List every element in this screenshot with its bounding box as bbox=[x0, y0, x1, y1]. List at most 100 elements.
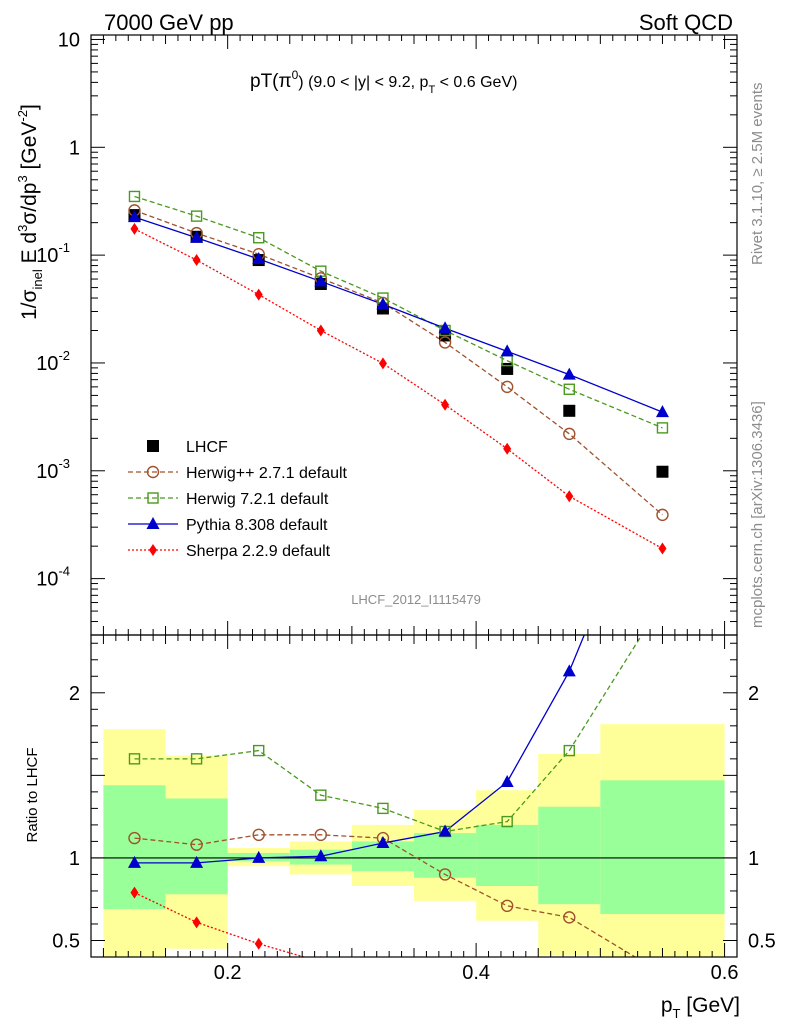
main-point-sherpa-2-2-9-default-1 bbox=[192, 254, 201, 267]
legend-entry-herwig-2-7-1-default: Herwig++ 2.7.1 default bbox=[128, 465, 348, 482]
legend-entry-lhcf: LHCF bbox=[147, 439, 228, 456]
main-ytick-label-3: 10-1 bbox=[36, 240, 70, 267]
main-line-pythia-8-308-default bbox=[134, 216, 663, 413]
ratio-point-sherpa-2-2-9-default-1 bbox=[192, 916, 201, 929]
legend-label-sherpa-2-2-9-default: Sherpa 2.2.9 default bbox=[186, 543, 331, 560]
main-point-herwig-2-7-1-default-7 bbox=[563, 427, 576, 441]
main-ytick-label-0: 10-4 bbox=[36, 564, 70, 591]
band-green-5 bbox=[414, 833, 477, 878]
main-point-herwig-7-2-1-default-0 bbox=[128, 190, 141, 203]
main-point-sherpa-2-2-9-default-8 bbox=[658, 542, 667, 555]
header-left: 7000 GeV pp bbox=[104, 10, 234, 35]
ratio-point-herwig-2-7-1-default-5 bbox=[438, 868, 452, 881]
ratio-point-herwig-2-7-1-default-1 bbox=[190, 838, 203, 851]
ratio-point-pythia-8-308-default-3 bbox=[314, 849, 328, 862]
main-point-lhcf-7 bbox=[563, 404, 576, 417]
legend-label-herwig-2-7-1-default: Herwig++ 2.7.1 default bbox=[186, 465, 348, 482]
main-ytick-label-1: 10-3 bbox=[36, 456, 70, 483]
ratio-point-herwig-2-7-1-default-8 bbox=[657, 968, 668, 979]
legend-marker-lhcf bbox=[147, 440, 159, 452]
ratio-line-sherpa-2-2-9-default bbox=[134, 892, 307, 957]
legend-marker-herwig-7-2-1-default bbox=[147, 492, 159, 504]
ratio-point-pythia-8-308-default-5 bbox=[438, 824, 452, 837]
ratio-point-herwig-7-2-1-default-4 bbox=[377, 802, 389, 815]
legend: LHCF Herwig++ 2.7.1 default Herwig 7.2.1 d… bbox=[128, 439, 348, 560]
main-point-herwig-2-7-1-default-5 bbox=[438, 336, 452, 349]
ratio-point-herwig-7-2-1-default-1 bbox=[190, 753, 203, 765]
main-point-herwig-2-7-1-default-6 bbox=[500, 380, 514, 394]
band-green-1 bbox=[165, 798, 228, 895]
main-point-pythia-8-308-default-7 bbox=[562, 367, 576, 380]
ratio-point-herwig-7-2-1-default-3 bbox=[315, 789, 327, 801]
main-ytick-label-4: 1 bbox=[69, 137, 80, 159]
ratio-point-herwig-7-2-1-default-0 bbox=[128, 753, 141, 765]
ratio-ytick-label-0: 0.5 bbox=[52, 930, 80, 952]
main-point-pythia-8-308-default-4 bbox=[376, 297, 390, 310]
main-point-pythia-8-308-default-6 bbox=[500, 344, 514, 357]
main-point-pythia-8-308-default-2 bbox=[252, 252, 266, 265]
main-point-herwig-7-2-1-default-7 bbox=[563, 383, 575, 395]
band-green-6 bbox=[476, 824, 539, 886]
mcplots-label: mcplots.cern.ch [arXiv:1306.3436] bbox=[749, 401, 766, 628]
main-point-pythia-8-308-default-5 bbox=[438, 321, 452, 334]
ratio-point-herwig-7-2-1-default-6 bbox=[501, 815, 513, 828]
legend-marker-pythia-8-308-default bbox=[146, 517, 160, 529]
main-y-axis-label: 1/σinel E d3σ/dp3 [GeV-2] bbox=[15, 104, 45, 320]
ratio-series-markers bbox=[127, 438, 669, 979]
main-point-pythia-8-308-default-8 bbox=[655, 405, 669, 418]
legend-entry-herwig-7-2-1-default: Herwig 7.2.1 default bbox=[128, 491, 329, 508]
main-point-lhcf-8 bbox=[656, 465, 669, 478]
ratio-point-pythia-8-308-default-4 bbox=[376, 836, 390, 849]
main-point-herwig-7-2-1-default-8 bbox=[656, 422, 669, 434]
main-point-sherpa-2-2-9-default-0 bbox=[130, 222, 139, 235]
ratio-point-herwig-2-7-1-default-6 bbox=[500, 899, 514, 913]
ratio-point-sherpa-2-2-9-default-0 bbox=[130, 886, 139, 899]
ratio-ytick-label-2: 2 bbox=[69, 683, 80, 705]
rivet-version-label: Rivet 3.1.10, ≥ 2.5M events bbox=[749, 83, 766, 266]
band-green-8 bbox=[600, 780, 725, 915]
main-point-herwig-7-2-1-default-1 bbox=[190, 210, 203, 222]
tick-labels: 10-4 10-3 10-2 10-1 1 10 0.5 0.5 1 1 2 2 0.2 0.4 0.6 bbox=[36, 29, 776, 984]
main-line-sherpa-2-2-9-default bbox=[134, 228, 663, 550]
xtick-label-0: 0.2 bbox=[214, 962, 242, 984]
ratio-point-pythia-8-308-default-7 bbox=[562, 664, 576, 677]
ratio-ytick-label-1: 1 bbox=[69, 848, 80, 870]
main-point-herwig-7-2-1-default-2 bbox=[253, 232, 265, 244]
main-point-herwig-2-7-1-default-8 bbox=[656, 508, 669, 522]
ratio-ytick-label-right-0: 0.5 bbox=[748, 930, 776, 952]
ratio-point-pythia-8-308-default-2 bbox=[252, 850, 266, 863]
ratio-line-herwig-7-2-1-default bbox=[134, 635, 643, 833]
ratio-point-herwig-2-7-1-default-0 bbox=[128, 831, 141, 845]
main-point-sherpa-2-2-9-default-5 bbox=[441, 398, 450, 411]
ratio-point-pythia-8-308-default-6 bbox=[500, 774, 514, 787]
ratio-point-sherpa-2-2-9-default-3 bbox=[320, 955, 322, 957]
ratio-uncertainty-bands bbox=[91, 724, 737, 957]
main-point-sherpa-2-2-9-default-6 bbox=[503, 442, 512, 455]
ratio-point-herwig-7-2-1-default-8 bbox=[657, 597, 667, 607]
ratio-point-herwig-2-7-1-default-7 bbox=[563, 911, 576, 924]
xtick-label-1: 0.4 bbox=[462, 962, 490, 984]
xtick-label-2: 0.6 bbox=[711, 962, 739, 984]
main-point-sherpa-2-2-9-default-4 bbox=[378, 357, 387, 370]
ratio-y-axis-label: Ratio to LHCF bbox=[24, 747, 41, 842]
ratio-point-herwig-7-2-1-default-7 bbox=[563, 744, 575, 757]
legend-marker-herwig-2-7-1-default bbox=[146, 465, 160, 479]
ratio-point-pythia-8-308-default-0 bbox=[127, 855, 141, 868]
legend-label-lhcf: LHCF bbox=[186, 439, 228, 456]
legend-label-herwig-7-2-1-default: Herwig 7.2.1 default bbox=[186, 491, 329, 508]
main-point-sherpa-2-2-9-default-2 bbox=[254, 288, 263, 301]
main-point-pythia-8-308-default-3 bbox=[314, 274, 328, 287]
main-point-lhcf-6 bbox=[501, 362, 514, 375]
legend-entry-sherpa-2-2-9-default: Sherpa 2.2.9 default bbox=[128, 543, 331, 560]
band-green-7 bbox=[538, 806, 601, 905]
ratio-point-pythia-8-308-default-1 bbox=[190, 855, 204, 868]
main-title: pT(π0) (9.0 < |y| < 9.2, pT < 0.6 GeV) bbox=[250, 68, 517, 96]
legend-label-pythia-8-308-default: Pythia 8.308 default bbox=[186, 517, 328, 534]
main-point-pythia-8-308-default-0 bbox=[127, 210, 141, 223]
legend-entry-pythia-8-308-default: Pythia 8.308 default bbox=[128, 517, 328, 534]
ratio-ytick-label-right-1: 1 bbox=[748, 848, 759, 870]
ratio-point-pythia-8-308-default-8 bbox=[656, 438, 669, 450]
main-point-sherpa-2-2-9-default-3 bbox=[316, 324, 325, 337]
ratio-point-herwig-7-2-1-default-2 bbox=[253, 744, 265, 757]
ratio-ytick-label-right-2: 2 bbox=[748, 683, 759, 705]
